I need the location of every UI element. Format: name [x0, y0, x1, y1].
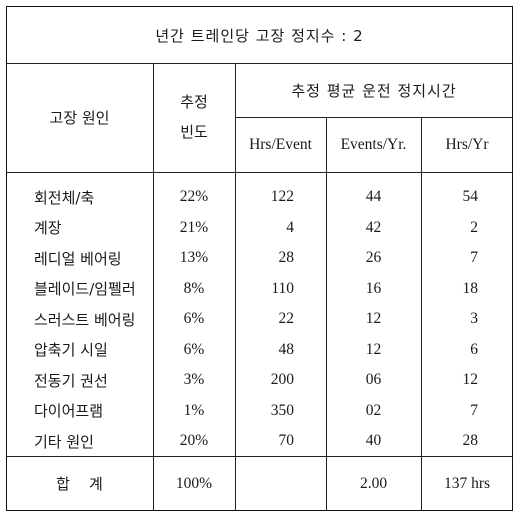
- table-frame: [6, 6, 513, 511]
- row-events-yr: 02: [365, 401, 382, 419]
- row-cause: 압축기 시일: [34, 341, 108, 359]
- row-hrs-event: 28: [278, 249, 295, 266]
- row-cause: 다이어프램: [34, 402, 104, 420]
- row-hrs-yr: 7: [470, 401, 478, 419]
- row-events-yr: 40: [365, 432, 382, 449]
- row-cause: 블레이드/임펠러: [34, 280, 136, 298]
- total-hrs-yr: 137 hrs: [443, 474, 491, 492]
- row-freq: 1%: [183, 401, 205, 419]
- row-cause: 기타 원인: [34, 432, 94, 451]
- row-cause: 회전체/축: [34, 188, 95, 207]
- table-title: 년간 트레인당 고장 정지수 : 2: [155, 27, 364, 45]
- rule-below-title: [6, 63, 513, 64]
- row-hrs-event: 110: [271, 279, 294, 297]
- row-events-yr: 12: [365, 310, 382, 327]
- row-hrs-event: 48: [278, 340, 295, 358]
- total-freq: 100%: [175, 474, 213, 492]
- row-events-yr: 26: [365, 249, 382, 266]
- row-hrs-event: 22: [278, 310, 295, 327]
- rule-col-3: [326, 117, 327, 511]
- rule-above-total: [6, 456, 513, 457]
- header-avg-downtime: 추정 평균 운전 정지시간: [291, 81, 457, 100]
- header-hrs-event: Hrs/Event: [249, 135, 312, 153]
- row-freq: 6%: [183, 340, 205, 358]
- row-hrs-yr: 7: [470, 249, 478, 266]
- row-cause: 전동기 권선: [34, 371, 108, 390]
- header-events-yr: Events/Yr.: [340, 135, 407, 153]
- total-events-yr: 2.00: [359, 474, 388, 492]
- row-hrs-yr: 18: [462, 279, 479, 297]
- row-freq: 21%: [179, 218, 209, 236]
- rule-below-header: [6, 172, 513, 173]
- row-events-yr: 16: [365, 279, 382, 297]
- row-hrs-yr: 28: [462, 432, 479, 449]
- row-freq: 20%: [179, 432, 209, 449]
- row-freq: 13%: [179, 249, 209, 266]
- rule-col-4: [421, 117, 422, 511]
- row-hrs-yr: 12: [462, 371, 479, 388]
- header-cause: 고장 원인: [49, 109, 110, 127]
- row-hrs-yr: 6: [470, 340, 478, 358]
- row-hrs-event: 200: [270, 371, 294, 388]
- row-cause: 계장: [34, 219, 62, 237]
- rule-col-1: [153, 63, 154, 511]
- header-freq-line1: 추정: [180, 92, 208, 111]
- row-hrs-event: 70: [278, 432, 295, 449]
- row-hrs-event: 350: [270, 401, 294, 419]
- total-label: 합 계: [56, 475, 103, 493]
- header-freq-line2: 빈도: [180, 122, 208, 141]
- row-events-yr: 12: [365, 340, 382, 358]
- row-hrs-yr: 2: [470, 218, 478, 236]
- row-hrs-yr: 3: [470, 310, 478, 327]
- row-events-yr: 42: [365, 218, 382, 236]
- total-hrs-event: [235, 456, 326, 511]
- row-freq: 8%: [183, 279, 205, 297]
- rule-col-2: [235, 63, 236, 511]
- rule-group-header: [235, 117, 513, 118]
- row-freq: 22%: [179, 188, 209, 205]
- row-freq: 3%: [183, 371, 205, 388]
- row-hrs-event: 4: [286, 218, 294, 236]
- row-cause: 레디얼 베어링: [34, 249, 122, 268]
- row-cause: 스러스트 베어링: [34, 310, 136, 329]
- row-events-yr: 44: [365, 188, 382, 205]
- row-hrs-event: 122: [270, 188, 294, 205]
- row-hrs-yr: 54: [462, 188, 479, 205]
- row-events-yr: 06: [365, 371, 382, 388]
- header-hrs-yr: Hrs/Yr: [445, 135, 489, 153]
- row-freq: 6%: [183, 310, 205, 327]
